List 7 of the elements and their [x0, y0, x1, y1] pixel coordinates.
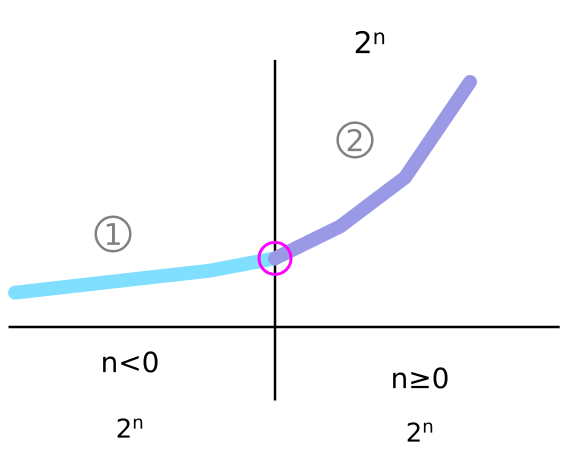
text: n≥0: [393, 367, 448, 389]
annotation: 1: [106, 223, 120, 245]
chart-title: 2$^{n}$: [356, 30, 384, 54]
annotation: 2: [348, 128, 362, 152]
text: 2$^{n}$: [408, 422, 432, 442]
text: n<0: [103, 351, 158, 373]
text: 2$^{n}$: [118, 418, 142, 438]
